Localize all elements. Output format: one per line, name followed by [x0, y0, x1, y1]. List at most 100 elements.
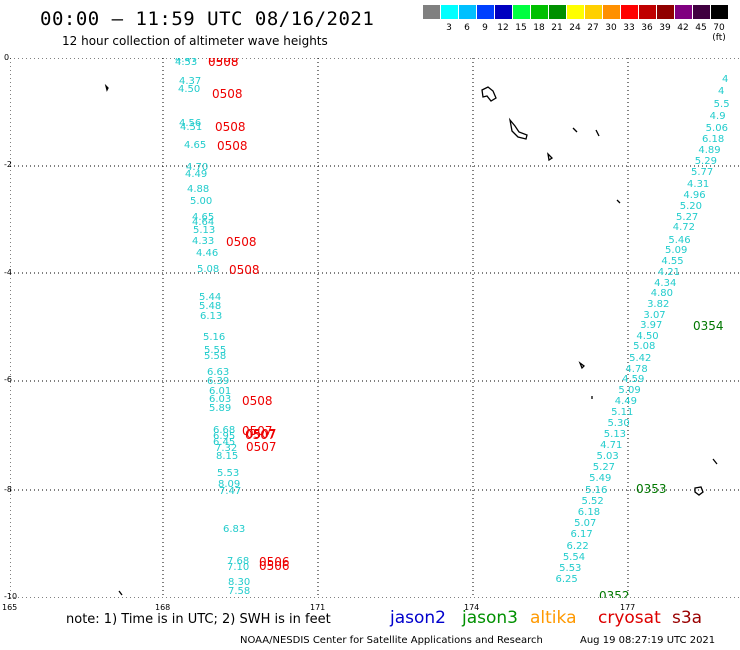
island-shape [572, 127, 578, 133]
swh-label: 4.59 [622, 374, 644, 385]
lon-label-174: 174 [464, 603, 480, 612]
swh-label: 6.68 [213, 425, 235, 436]
legend-swatch [459, 5, 476, 19]
swh-label: 5.03 [596, 451, 618, 462]
swh-label: 6.25 [556, 574, 578, 585]
time-label: 0353 [636, 482, 667, 496]
legend-swatch [567, 5, 584, 19]
legend-swatch [513, 5, 530, 19]
legend-swatch [675, 5, 692, 19]
time-label: 0508 [229, 263, 260, 277]
swh-label: 5.00 [190, 196, 212, 207]
swh-label: 4.33 [192, 236, 214, 247]
swh-label: 6.17 [570, 529, 592, 540]
time-label: 0354 [693, 319, 724, 333]
swh-label: 4.50 [636, 331, 658, 342]
swh-label: 7.58 [228, 586, 250, 597]
lon-label-168: 168 [155, 603, 171, 612]
legend-label: 12 [497, 23, 509, 33]
legend-swatch [531, 5, 548, 19]
swh-label: 6.03 [209, 394, 231, 405]
lat-label-2: -2 [4, 160, 12, 169]
legend-swatch [495, 5, 512, 19]
time-label: 0508 [242, 394, 273, 408]
swh-label: 4.37 [179, 76, 201, 87]
swh-label: 5.16 [203, 332, 225, 343]
legend-swatch [621, 5, 638, 19]
swh-label: 4.80 [651, 288, 673, 299]
footer-note: note: 1) Time is in UTC; 2) SWH is in fe… [66, 612, 331, 627]
satellite-cryosat: cryosat [598, 608, 661, 628]
swh-label: 4.46 [196, 248, 218, 259]
swh-label: 4.53 [175, 58, 197, 68]
legend-label: 42 [677, 23, 689, 33]
swh-label: 3.82 [647, 299, 669, 310]
swh-label: 6.39 [207, 376, 229, 387]
swh-label: 4.88 [187, 184, 209, 195]
swh-label: 4.70 [186, 162, 208, 173]
legend-swatch [477, 5, 494, 19]
swh-label: 5.48 [199, 301, 221, 312]
legend-label: 24 [569, 23, 581, 33]
time-label: 0507 [246, 440, 277, 454]
legend-label: 39 [659, 23, 671, 33]
lat-label-0: 0 [4, 53, 10, 62]
island-outlines [104, 83, 718, 596]
satellite-altika: altika [530, 608, 577, 628]
time-label: 0508 [212, 87, 243, 101]
island-shape [712, 458, 718, 465]
swh-label: 4.47 [175, 58, 197, 65]
legend-label: 45 [695, 23, 707, 33]
lon-label-171: 171 [310, 603, 326, 612]
lat-label-10: -10 [4, 592, 18, 601]
swh-label: 4 [718, 86, 724, 97]
swh-label: 5.46 [668, 235, 690, 246]
swh-label: 6.18 [578, 507, 600, 518]
swh-label: 5.52 [581, 496, 603, 507]
swh-label: 4.78 [625, 364, 647, 375]
swh-label: 5.53 [217, 468, 239, 479]
swh-label: 5.06 [706, 123, 728, 134]
legend-label: 36 [641, 23, 653, 33]
time-label: 0508 [217, 139, 248, 153]
time-label: 0508 [226, 235, 257, 249]
island-shape [481, 86, 497, 102]
swh-label: 6.95 [213, 431, 235, 442]
swh-label: 8.09 [218, 479, 240, 490]
swh-label: 5.54 [563, 552, 585, 563]
legend-label: 15 [515, 23, 527, 33]
swh-label: 4.49 [185, 169, 207, 180]
legend-swatch [603, 5, 620, 19]
legend-label: 9 [482, 23, 488, 33]
credit-text: NOAA/NESDIS Center for Satellite Applica… [240, 635, 543, 646]
time-label: 0506 [259, 555, 290, 569]
swh-label: 7.32 [215, 443, 237, 454]
island-shape [104, 83, 109, 92]
swh-label: 4.96 [683, 190, 705, 201]
swh-label: 4.34 [654, 278, 676, 289]
swh-label: 5.58 [204, 351, 226, 362]
lat-label-8: -8 [4, 485, 12, 494]
swh-label: 6.63 [207, 367, 229, 378]
swh-label: 4.31 [687, 179, 709, 190]
time-label: 0507 [245, 428, 276, 442]
swh-label: 3.97 [640, 320, 662, 331]
time-label: 0352 [599, 589, 630, 598]
wave-height-map: 4.474.534.374.504.564.514.654.704.494.88… [10, 58, 740, 598]
map-subtitle: 12 hour collection of altimeter wave hei… [62, 34, 328, 48]
island-shape [694, 486, 704, 496]
swh-label: 5.16 [585, 485, 607, 496]
swh-label: 4.56 [179, 118, 201, 129]
swh-label: 7.47 [219, 486, 241, 497]
satellite-jason2: jason2 [390, 608, 446, 628]
swh-label: 7.10 [227, 562, 249, 573]
legend-label: 70 (ft) [712, 23, 726, 43]
swh-label: 6.22 [566, 541, 588, 552]
satellite-s3a: s3a [672, 608, 703, 628]
satellite-jason3: jason3 [462, 608, 518, 628]
lon-label-165: 165 [2, 603, 18, 612]
swh-label: 5.08 [197, 264, 219, 275]
legend-label: 3 [446, 23, 452, 33]
time-label: 0507 [246, 427, 277, 441]
generated-timestamp: Aug 19 08:27:19 UTC 2021 [580, 635, 716, 646]
